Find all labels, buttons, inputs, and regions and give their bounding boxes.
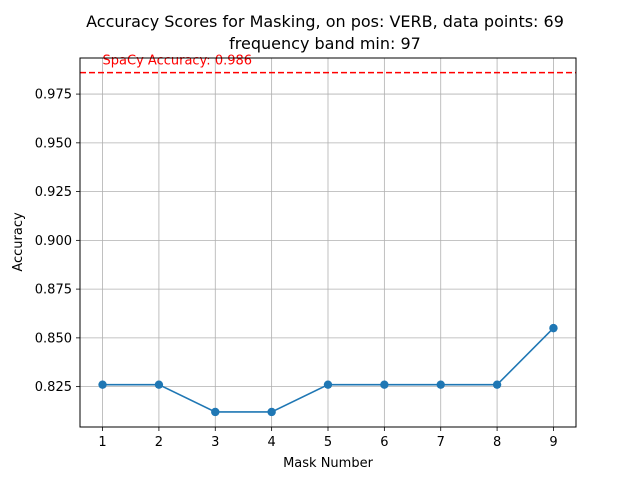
x-tick-label: 2 [155, 435, 163, 450]
series-accuracy [98, 323, 558, 417]
y-tick-label: 0.850 [35, 331, 72, 346]
y-tick-label: 0.900 [35, 234, 72, 249]
x-axis-label: Mask Number [283, 456, 373, 471]
data-point [98, 380, 107, 389]
x-tick-label: 5 [324, 435, 332, 450]
data-point [211, 407, 220, 417]
data-point [549, 323, 558, 333]
data-point [436, 380, 445, 389]
data-point [380, 380, 389, 389]
chart-title-line-1: Accuracy Scores for Masking, on pos: VER… [86, 12, 564, 31]
y-axis-label: Accuracy [11, 212, 26, 272]
data-point [154, 380, 164, 389]
data-point [267, 407, 276, 417]
y-tick-label: 0.950 [35, 136, 72, 151]
x-tick-label: 4 [267, 435, 275, 450]
ticks: 1 2 3 4 5 6 7 8 9 0.825 0.850 0.875 0.900 0.925 0.950 0… [35, 88, 558, 450]
x-tick-label: 8 [493, 435, 501, 450]
y-tick-label: 0.925 [35, 185, 72, 200]
x-tick-label: 7 [437, 435, 445, 450]
chart-title-line-2: frequency band min: 97 [229, 34, 421, 53]
x-tick-label: 1 [98, 435, 106, 450]
y-tick-label: 0.875 [35, 283, 72, 298]
data-point [492, 380, 502, 389]
y-tick-label: 0.975 [35, 88, 72, 103]
x-tick-label: 9 [549, 435, 557, 450]
x-tick-label: 3 [211, 435, 219, 450]
grid [80, 58, 576, 427]
y-tick-label: 0.825 [35, 380, 72, 395]
x-tick-label: 6 [380, 435, 388, 450]
data-point [323, 380, 333, 389]
reference-line-label: SpaCy Accuracy: 0.986 [103, 54, 253, 69]
plot-frame [79, 57, 577, 428]
